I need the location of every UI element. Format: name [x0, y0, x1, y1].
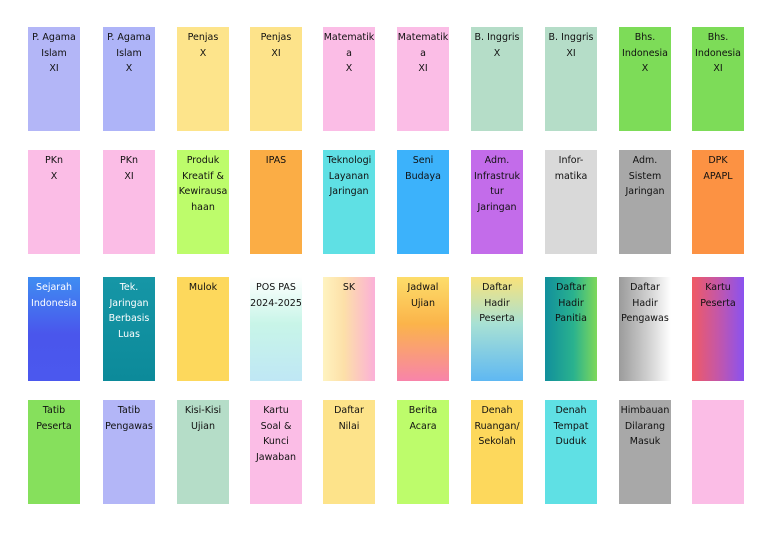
tile-label: DPK APAPL: [703, 155, 733, 182]
tile-label: Daftar Hadir Peserta: [479, 282, 515, 324]
tile-2[interactable]: P. Agama Islam X: [103, 27, 155, 131]
tile-14[interactable]: IPAS: [250, 150, 302, 254]
tile-label: P. Agama Islam X: [107, 32, 151, 74]
tile-20[interactable]: DPK APAPL: [692, 150, 744, 254]
tile-label: Mulok: [188, 282, 218, 293]
tile-label: Seni Budaya: [405, 155, 441, 182]
tile-6[interactable]: Matematika XI: [397, 27, 449, 131]
tile-label: Denah Tempat Duduk: [553, 405, 589, 447]
tile-label: Bhs. Indonesia XI: [695, 32, 741, 74]
tile-4[interactable]: Penjas XI: [250, 27, 302, 131]
tile-24[interactable]: POS PAS 2024-2025: [250, 277, 302, 381]
tile-32[interactable]: Tatib Pengawas: [103, 400, 155, 504]
tile-label: Produk Kreatif & Kewirausa haan: [178, 155, 228, 213]
tile-label: Infor- matika: [554, 155, 588, 182]
tile-label: B. Inggris XI: [548, 32, 594, 59]
tile-34[interactable]: Kartu Soal & Kunci Jawaban: [250, 400, 302, 504]
tile-31[interactable]: Tatib Peserta: [28, 400, 80, 504]
tile-label: Kartu Soal & Kunci Jawaban: [255, 405, 297, 463]
tile-1[interactable]: P. Agama Islam XI: [28, 27, 80, 131]
tile-label: Matematika X: [323, 32, 375, 74]
tile-37[interactable]: Denah Ruangan/ Sekolah: [471, 400, 523, 504]
tile-33[interactable]: Kisi-Kisi Ujian: [177, 400, 229, 504]
tile-label: Daftar Hadir Pengawas: [621, 282, 669, 324]
tile-label: POS PAS 2024-2025: [250, 282, 302, 309]
tile-label: Sejarah Indonesia: [31, 282, 77, 309]
tile-10[interactable]: Bhs. Indonesia XI: [692, 27, 744, 131]
tile-label: Penjas X: [187, 32, 219, 59]
tile-12[interactable]: PKn XI: [103, 150, 155, 254]
tile-5[interactable]: Matematika X: [323, 27, 375, 131]
tile-25[interactable]: SK: [323, 277, 375, 381]
tile-label: Tatib Pengawas: [105, 405, 153, 432]
tile-label: B. Inggris X: [474, 32, 520, 59]
tile-11[interactable]: PKn X: [28, 150, 80, 254]
tile-label: Kartu Peserta: [700, 282, 736, 309]
tile-label: Denah Ruangan/ Sekolah: [474, 405, 520, 447]
tile-40[interactable]: [692, 400, 744, 504]
tile-13[interactable]: Produk Kreatif & Kewirausa haan: [177, 150, 229, 254]
tile-label: Tatib Peserta: [36, 405, 72, 432]
tile-19[interactable]: Adm. Sistem Jaringan: [619, 150, 671, 254]
tile-label: PKn X: [45, 155, 63, 182]
tile-label: IPAS: [265, 155, 287, 166]
tile-8[interactable]: B. Inggris XI: [545, 27, 597, 131]
tile-17[interactable]: Adm. Infrastruk tur Jaringan: [471, 150, 523, 254]
tile-label: Daftar Hadir Panitia: [555, 282, 587, 324]
tile-label: Himbauan Dilarang Masuk: [620, 405, 670, 447]
tile-36[interactable]: Berita Acara: [397, 400, 449, 504]
tile-16[interactable]: Seni Budaya: [397, 150, 449, 254]
tile-3[interactable]: Penjas X: [177, 27, 229, 131]
tile-38[interactable]: Denah Tempat Duduk: [545, 400, 597, 504]
tile-label: Tek. Jaringan Berbasis Luas: [108, 282, 150, 340]
tile-label: SK: [342, 282, 356, 293]
tile-21[interactable]: Sejarah Indonesia: [28, 277, 80, 381]
tile-label: Berita Acara: [408, 405, 438, 432]
tile-18[interactable]: Infor- matika: [545, 150, 597, 254]
tile-29[interactable]: Daftar Hadir Pengawas: [619, 277, 671, 381]
tile-label: PKn XI: [120, 155, 138, 182]
tile-label: Adm. Sistem Jaringan: [625, 155, 665, 197]
tile-30[interactable]: Kartu Peserta: [692, 277, 744, 381]
tile-label: Teknologi Layanan Jaringan: [326, 155, 372, 197]
tile-label: Adm. Infrastruk tur Jaringan: [474, 155, 520, 213]
tile-label: Daftar Nilai: [334, 405, 364, 432]
tile-9[interactable]: Bhs. Indonesia X: [619, 27, 671, 131]
tile-label: Kisi-Kisi Ujian: [184, 405, 222, 432]
tile-22[interactable]: Tek. Jaringan Berbasis Luas: [103, 277, 155, 381]
tile-label: Matematika XI: [397, 32, 449, 74]
tile-39[interactable]: Himbauan Dilarang Masuk: [619, 400, 671, 504]
tile-28[interactable]: Daftar Hadir Panitia: [545, 277, 597, 381]
tile-26[interactable]: Jadwal Ujian: [397, 277, 449, 381]
tile-7[interactable]: B. Inggris X: [471, 27, 523, 131]
tile-15[interactable]: Teknologi Layanan Jaringan: [323, 150, 375, 254]
tile-label: Penjas XI: [260, 32, 292, 59]
tile-27[interactable]: Daftar Hadir Peserta: [471, 277, 523, 381]
tile-label: Jadwal Ujian: [407, 282, 439, 309]
tile-label: Bhs. Indonesia X: [622, 32, 668, 74]
tile-23[interactable]: Mulok: [177, 277, 229, 381]
tile-35[interactable]: Daftar Nilai: [323, 400, 375, 504]
tile-label: P. Agama Islam XI: [32, 32, 76, 74]
